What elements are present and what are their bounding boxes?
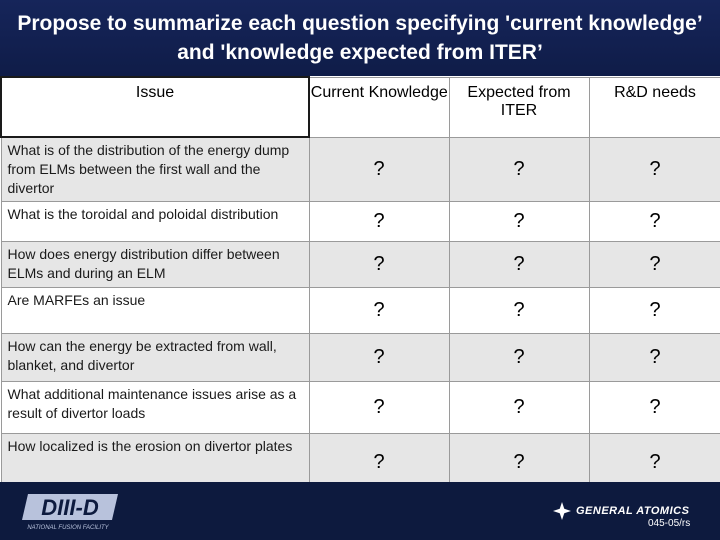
- rd-needs-cell: ?: [588, 201, 720, 242]
- title-bar: Propose to summarize each question speci…: [0, 0, 720, 76]
- current-knowledge-cell: ?: [308, 381, 450, 434]
- atom-icon: [553, 502, 571, 520]
- expected-cell: ?: [448, 136, 590, 202]
- issue-cell: What is of the distribution of the energ…: [0, 136, 310, 202]
- current-knowledge-cell: ?: [308, 287, 450, 334]
- rd-needs-cell: ?: [588, 136, 720, 202]
- table-row: What is the toroidal and poloidal distri…: [0, 201, 720, 242]
- expected-cell: ?: [448, 381, 590, 434]
- header-rd-needs: R&D needs: [588, 76, 720, 138]
- issues-table: Issue Current Knowledge Expected from IT…: [0, 76, 720, 492]
- diii-d-logo: DIII-D NATIONAL FUSION FACILITY: [22, 494, 118, 531]
- table-header-row: Issue Current Knowledge Expected from IT…: [0, 76, 720, 138]
- header-issue: Issue: [0, 76, 310, 138]
- header-expected-from-iter: Expected from ITER: [448, 76, 590, 138]
- diii-d-logo-subtext: NATIONAL FUSION FACILITY: [27, 525, 109, 531]
- rd-needs-cell: ?: [588, 287, 720, 334]
- current-knowledge-cell: ?: [308, 201, 450, 242]
- issue-cell: How does energy distribution differ betw…: [0, 241, 310, 288]
- current-knowledge-cell: ?: [308, 136, 450, 202]
- issue-cell: How can the energy be extracted from wal…: [0, 333, 310, 382]
- expected-cell: ?: [448, 201, 590, 242]
- diii-d-logo-text: DIII-D: [41, 495, 99, 520]
- rd-needs-cell: ?: [588, 381, 720, 434]
- table-row: How can the energy be extracted from wal…: [0, 333, 720, 382]
- issue-cell: Are MARFEs an issue: [0, 287, 310, 334]
- issue-cell: What additional maintenance issues arise…: [0, 381, 310, 434]
- header-current-knowledge: Current Knowledge: [308, 76, 450, 138]
- slide-code: 045-05/rs: [648, 518, 691, 529]
- slide-title: Propose to summarize each question speci…: [17, 12, 703, 64]
- table-row: How does energy distribution differ betw…: [0, 241, 720, 288]
- issues-table-container: Issue Current Knowledge Expected from IT…: [0, 76, 720, 492]
- table-row: Are MARFEs an issue ? ? ?: [0, 287, 720, 334]
- rd-needs-cell: ?: [588, 241, 720, 288]
- general-atomics-text: GENERAL ATOMICS: [576, 505, 690, 517]
- expected-cell: ?: [448, 287, 590, 334]
- expected-cell: ?: [448, 333, 590, 382]
- current-knowledge-cell: ?: [308, 333, 450, 382]
- footer: DIII-D NATIONAL FUSION FACILITY GENERAL …: [0, 482, 720, 540]
- table-row: What additional maintenance issues arise…: [0, 381, 720, 434]
- rd-needs-cell: ?: [588, 333, 720, 382]
- table-row: What is of the distribution of the energ…: [0, 136, 720, 202]
- general-atomics-logo: GENERAL ATOMICS: [552, 500, 689, 522]
- expected-cell: ?: [448, 241, 590, 288]
- issue-cell: What is the toroidal and poloidal distri…: [0, 201, 310, 242]
- current-knowledge-cell: ?: [308, 241, 450, 288]
